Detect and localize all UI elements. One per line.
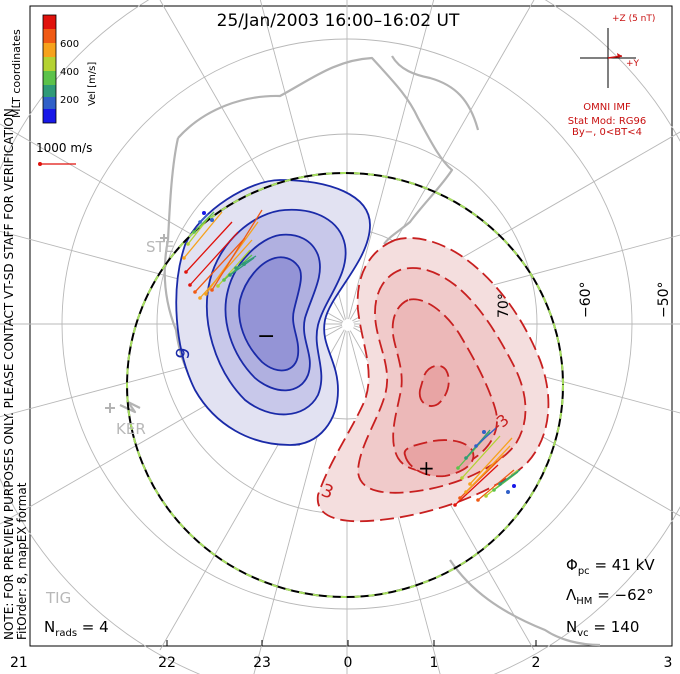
imf-clock-axes (580, 28, 636, 88)
phi-pc-stat: Φpc = 41 kV (566, 556, 655, 577)
coordinate-system-label: MLT coordinates (10, 29, 23, 118)
imf-y-label: +Y (626, 59, 640, 69)
radar-site-markers (105, 234, 168, 413)
positive-potential-cell (316, 237, 550, 523)
colorbar-label: Vel [m/s] (87, 62, 98, 106)
stat-model-label: Stat Mod: RG96 (568, 116, 647, 127)
hm-boundary (126, 172, 564, 598)
preview-note: NOTE: FOR PREVIEW PURPOSES ONLY. PLEASE … (2, 104, 16, 640)
lat-label-70: 70° (496, 293, 512, 318)
hm-latitude-stat: ΛHM = −62° (566, 586, 654, 607)
velocity-vectors-ste (182, 209, 263, 300)
velocity-colorbar (42, 14, 57, 124)
mlt-tick-0: 0 (344, 655, 353, 671)
colorbar-tick-400: 400 (60, 67, 79, 78)
nvc-stat: Nvc = 140 (566, 618, 639, 639)
mlt-tick-3: 3 (664, 655, 673, 671)
colorbar-tick-600: 600 (60, 39, 79, 50)
mlt-tick-22: 22 (158, 655, 176, 671)
colorbar-tick-200: 200 (60, 95, 79, 106)
mlt-tick-2: 2 (532, 655, 541, 671)
velocity-vectors-dawn (453, 427, 521, 507)
lat-label-60: −60° (578, 281, 594, 318)
scale-vector-label: 1000 m/s (36, 141, 92, 155)
scale-vector (38, 162, 76, 166)
mlt-tick-21: 21 (10, 655, 28, 671)
nrads-stat: Nrads = 4 (44, 618, 109, 639)
plot-title: 25/Jan/2003 16:00–16:02 UT (217, 11, 460, 31)
mlt-tick-1: 1 (430, 655, 439, 671)
mlt-tick-23: 23 (253, 655, 271, 671)
imf-z-label: +Z (5 nT) (612, 14, 655, 24)
pole-marker (342, 319, 354, 331)
potential-minimum-marker: − (257, 324, 275, 349)
station-tig: TIG (45, 589, 71, 607)
coastline-north (391, 55, 480, 131)
lat-label-50: −50° (656, 281, 672, 318)
stat-model-condition: By−, 0<BT<4 (572, 127, 642, 138)
station-ker: KER (116, 420, 146, 438)
fit-order-note: FitOrder: 8, mapEX format (15, 482, 29, 640)
contour-label-9: 9 (172, 346, 195, 361)
mlt-axis-ticks (29, 640, 673, 646)
imf-source-label: OMNI IMF (583, 102, 631, 113)
potential-maximum-marker: + (418, 456, 435, 480)
station-ste: STE (146, 238, 174, 256)
